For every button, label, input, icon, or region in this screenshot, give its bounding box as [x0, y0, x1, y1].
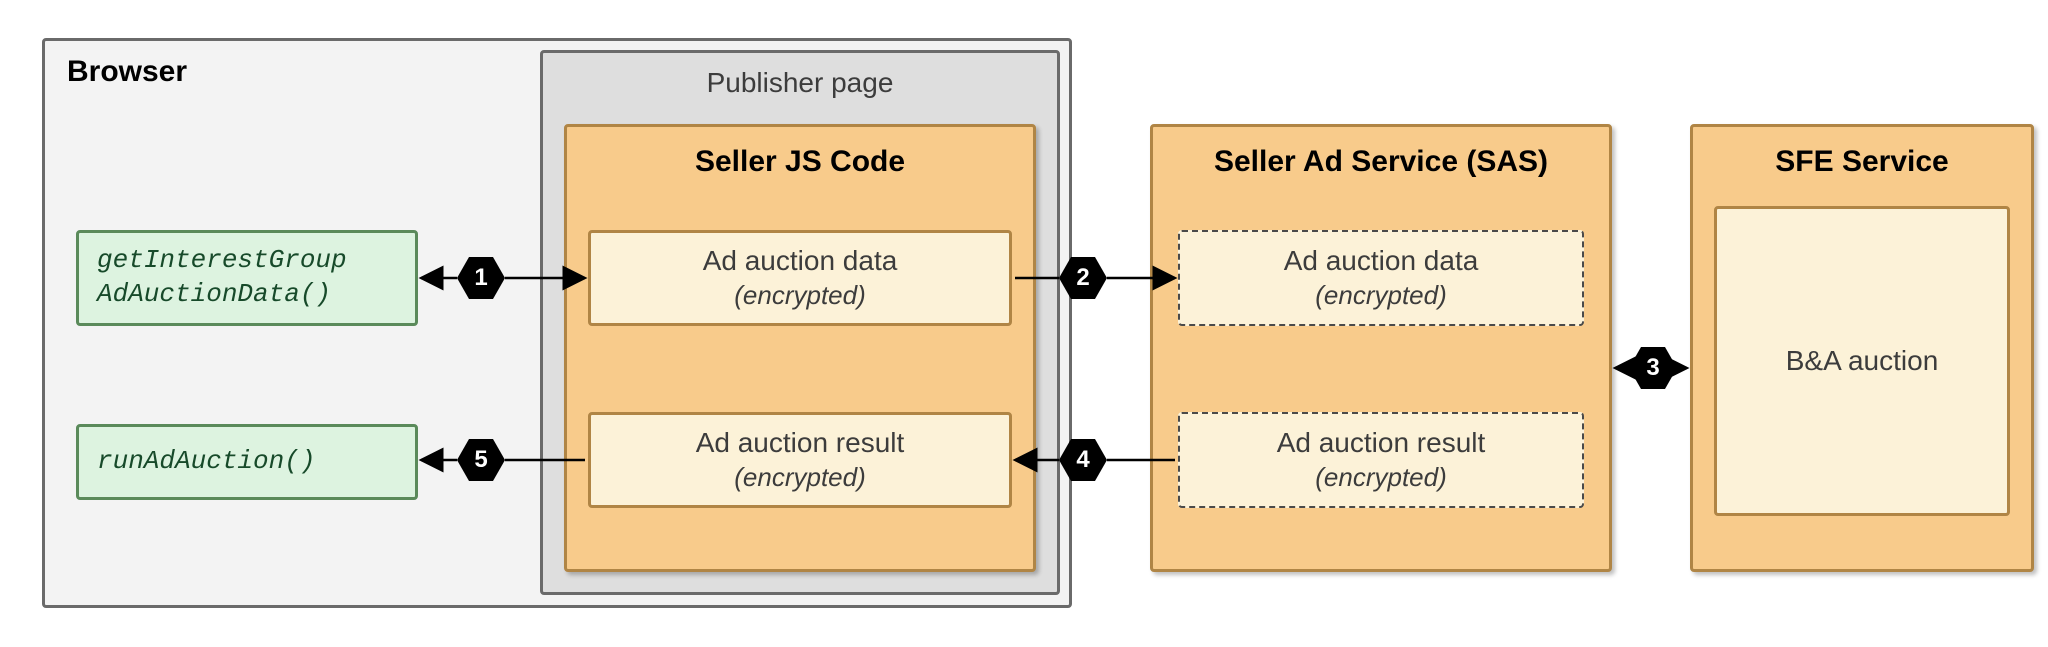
node-sas-data-sub: (encrypted) [1315, 279, 1447, 313]
step-badge-3: 3 [1629, 347, 1677, 389]
node-get-interest-group: getInterestGroup AdAuctionData() [76, 230, 418, 326]
seller-js-title: Seller JS Code [567, 145, 1033, 179]
node-ba-auction: B&A auction [1714, 206, 2010, 516]
node-js-result-title: Ad auction result [696, 425, 905, 461]
node-js-result-sub: (encrypted) [734, 461, 866, 495]
node-sas-auction-data: Ad auction data (encrypted) [1178, 230, 1584, 326]
node-sas-result-sub: (encrypted) [1315, 461, 1447, 495]
node-ba-text: B&A auction [1786, 343, 1939, 379]
sfe-title: SFE Service [1693, 145, 2031, 179]
node-js-data-title: Ad auction data [703, 243, 898, 279]
node-run-ad-auction: runAdAuction() [76, 424, 418, 500]
node-js-data-sub: (encrypted) [734, 279, 866, 313]
publisher-title: Publisher page [543, 67, 1057, 99]
node-getig-line2: AdAuctionData() [79, 278, 331, 312]
node-runad-text: runAdAuction() [79, 445, 315, 479]
node-sas-data-title: Ad auction data [1284, 243, 1479, 279]
sas-title: Seller Ad Service (SAS) [1153, 145, 1609, 179]
node-sas-auction-result: Ad auction result (encrypted) [1178, 412, 1584, 508]
node-getig-line1: getInterestGroup [79, 244, 347, 278]
node-js-auction-data: Ad auction data (encrypted) [588, 230, 1012, 326]
node-js-auction-result: Ad auction result (encrypted) [588, 412, 1012, 508]
browser-title: Browser [67, 55, 187, 89]
diagram-canvas: Browser Publisher page Seller JS Code Se… [20, 20, 2048, 627]
node-sas-result-title: Ad auction result [1277, 425, 1486, 461]
